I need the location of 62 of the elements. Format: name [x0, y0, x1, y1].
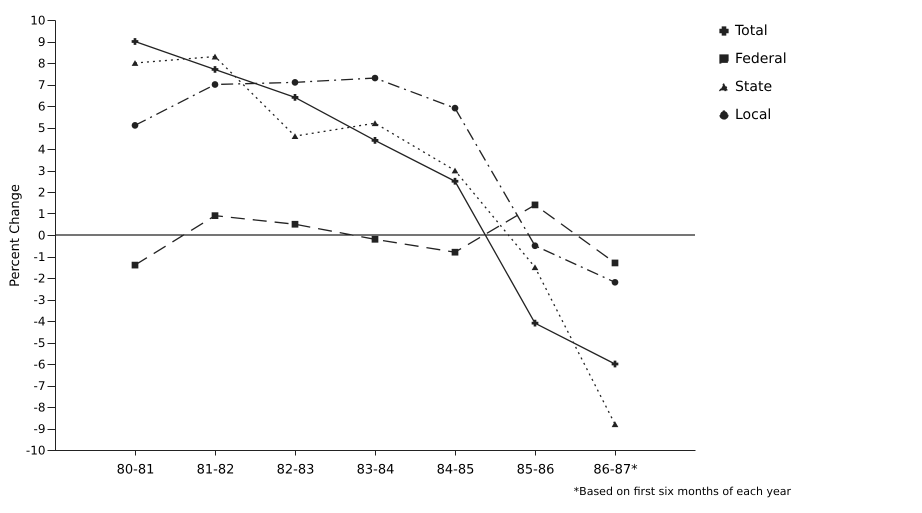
legend-label: Total	[734, 23, 768, 39]
x-tick-label: 82-83	[276, 462, 314, 478]
point	[132, 122, 138, 129]
point	[532, 320, 538, 327]
point	[452, 178, 458, 185]
point	[212, 66, 218, 73]
point	[132, 60, 138, 66]
point	[132, 38, 138, 45]
y-tick-label: -6	[34, 358, 46, 372]
point	[132, 262, 138, 268]
point	[212, 54, 218, 60]
y-tick-label: -10	[26, 444, 46, 458]
y-tick-label: 2	[38, 186, 46, 200]
y-tick-label: -3	[34, 293, 46, 307]
point	[292, 79, 298, 86]
x-tick-label: 85-86	[516, 462, 554, 478]
point	[292, 220, 298, 228]
y-tick-label: -7	[34, 379, 46, 393]
y-tick-label: 8	[38, 56, 46, 70]
point	[532, 264, 538, 270]
text: *Based on first six months of each year	[574, 485, 792, 498]
y-tick-label: -4	[34, 314, 46, 328]
point	[452, 168, 458, 174]
point	[532, 242, 538, 250]
point	[372, 120, 378, 126]
y-tick-label: 4	[38, 142, 46, 156]
y-tick-label: 7	[38, 78, 46, 92]
y-tick-label: -1	[34, 250, 46, 264]
point	[612, 421, 618, 428]
point	[212, 81, 218, 88]
point	[292, 94, 298, 101]
point	[452, 248, 458, 256]
y-tick-label: 3	[38, 164, 46, 178]
y-tick-label: -9	[34, 422, 46, 436]
y-axis-title: Percent Change	[8, 184, 23, 287]
x-tick-label: 83-84	[356, 462, 394, 478]
y-tick-label: 6	[38, 100, 46, 114]
point	[612, 278, 618, 286]
y-tick-label: 1	[38, 207, 46, 221]
point	[212, 212, 218, 220]
y-tick-label: -5	[34, 336, 46, 350]
point	[372, 74, 378, 82]
legend-label: Local	[735, 107, 772, 123]
y-tick-label: -2	[34, 272, 46, 286]
y-tick-label: 10	[30, 14, 46, 28]
point	[612, 260, 618, 266]
x-tick-label: 84-85	[436, 462, 474, 478]
x-tick-label: 81-82	[196, 462, 234, 478]
point	[372, 236, 378, 243]
y-tick-label: 5	[38, 121, 46, 135]
y-tick-label: -8	[34, 400, 46, 414]
point	[452, 104, 458, 112]
legend-label: State	[735, 79, 772, 95]
y-tick-label: 0	[38, 228, 46, 242]
y-tick-label: 9	[38, 35, 46, 49]
point	[612, 360, 618, 368]
legend-label: Federal	[735, 51, 787, 67]
x-tick-label: 80-81	[116, 462, 154, 478]
point	[532, 202, 538, 208]
point	[292, 133, 298, 140]
x-tick-label: 86-87*	[593, 462, 638, 478]
point	[372, 137, 378, 144]
